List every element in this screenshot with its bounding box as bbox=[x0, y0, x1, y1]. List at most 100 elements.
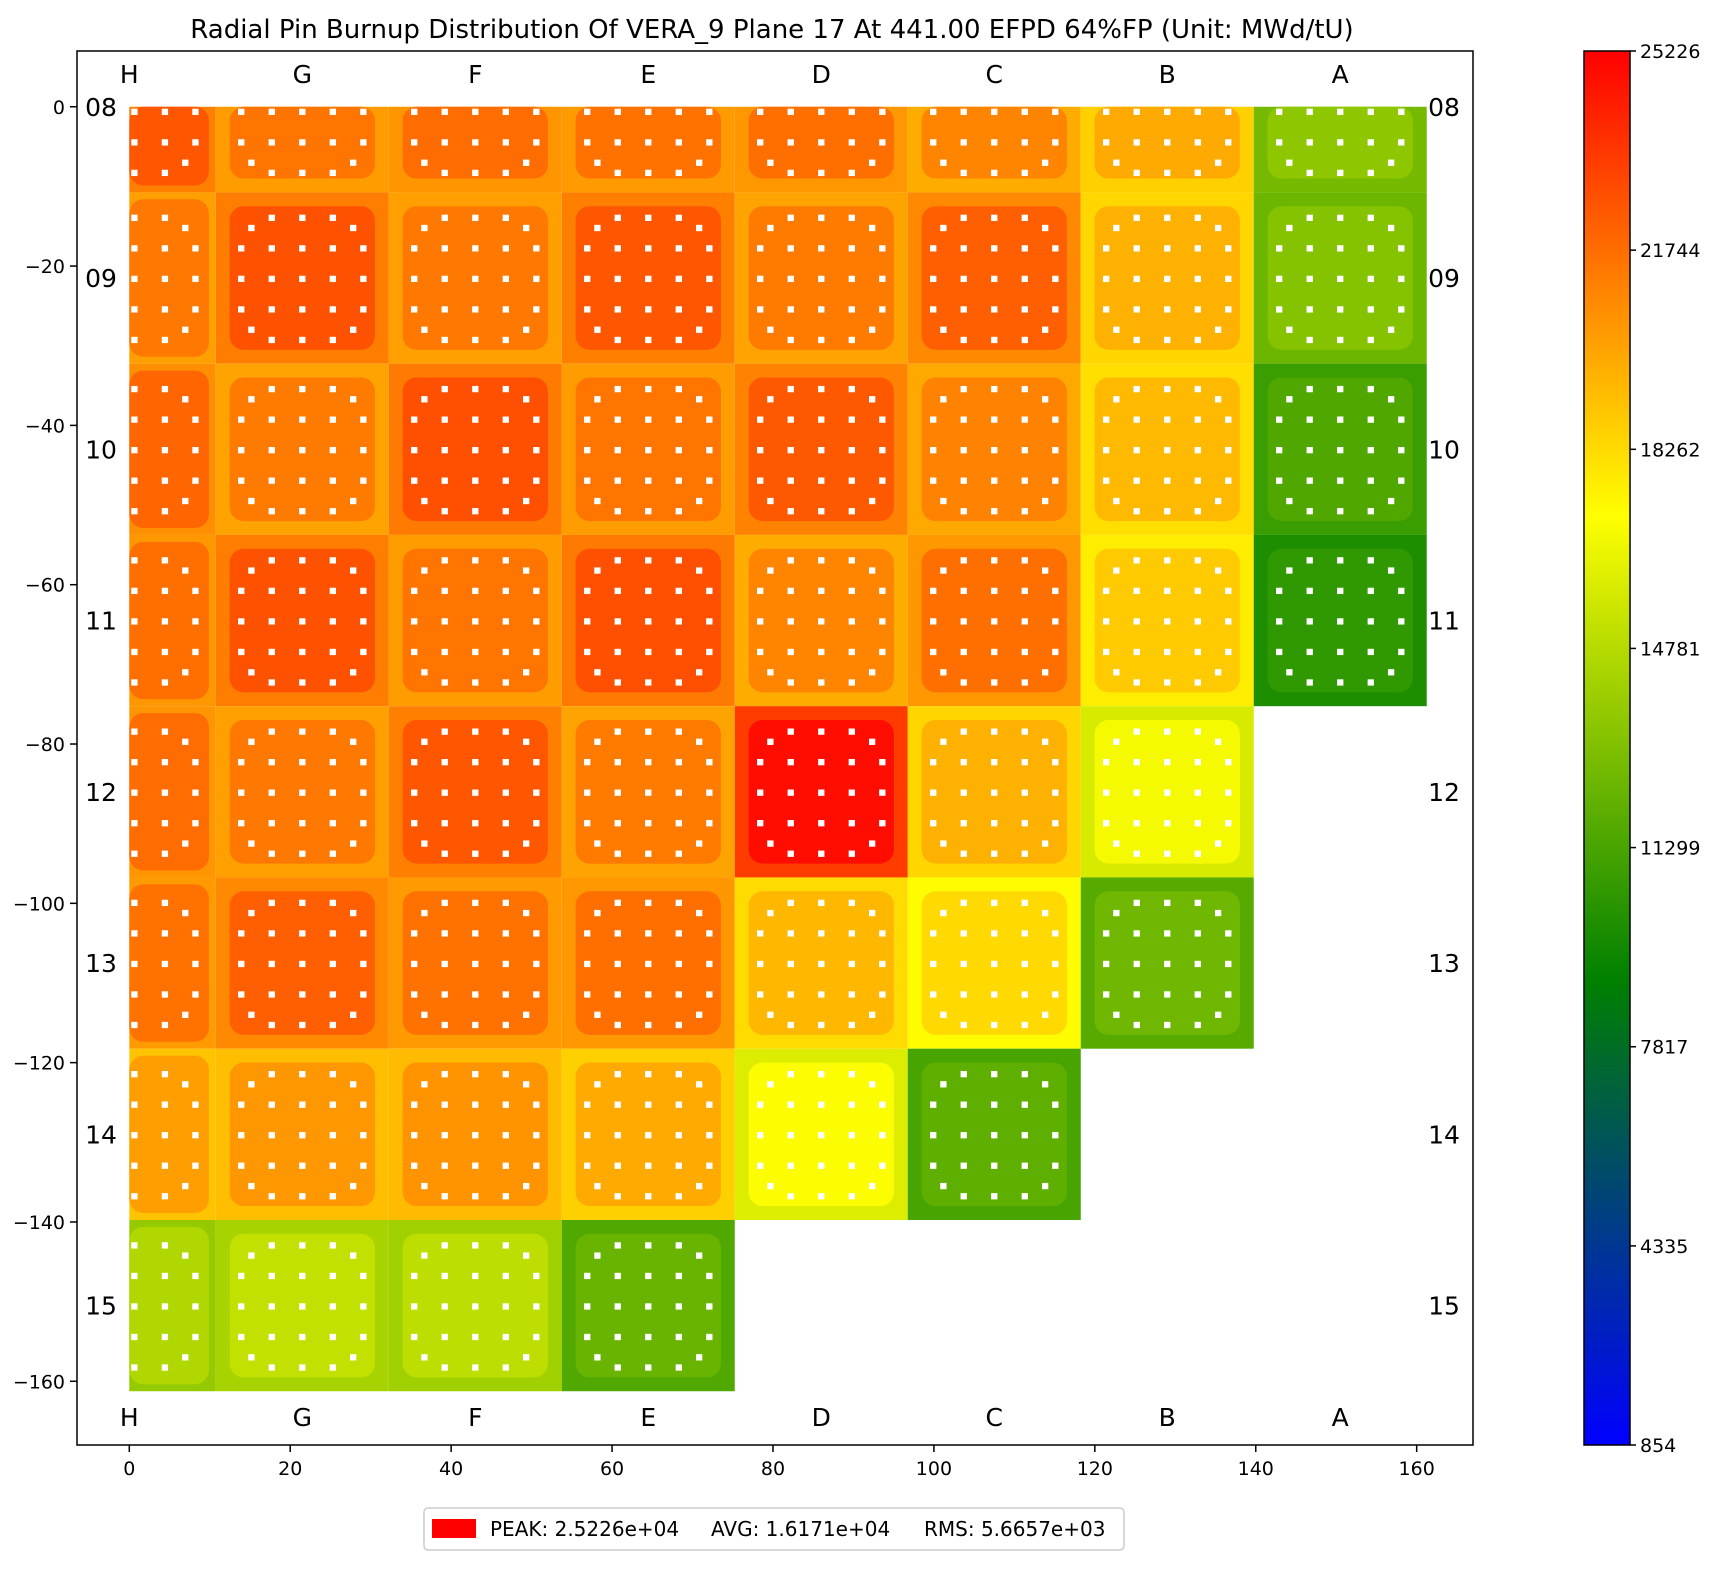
guide-tube bbox=[675, 508, 682, 515]
guide-tube bbox=[818, 477, 825, 484]
guide-tube bbox=[848, 587, 855, 595]
assembly-C10 bbox=[907, 363, 1081, 535]
guide-tube bbox=[360, 446, 367, 454]
guide-tube bbox=[1113, 738, 1120, 745]
guide-tube bbox=[695, 669, 703, 676]
guide-tube bbox=[1306, 169, 1313, 177]
guide-tube bbox=[1276, 648, 1283, 656]
guide-tube bbox=[848, 618, 855, 625]
guide-tube bbox=[695, 159, 703, 166]
guide-tube bbox=[614, 245, 621, 252]
guide-tube bbox=[818, 648, 825, 656]
guide-tube bbox=[706, 820, 713, 827]
guide-tube bbox=[1103, 930, 1110, 937]
guide-tube bbox=[868, 840, 876, 847]
guide-tube bbox=[472, 1272, 479, 1280]
guide-tube bbox=[594, 1354, 601, 1361]
assembly-D08 bbox=[734, 106, 908, 193]
guide-tube bbox=[614, 758, 621, 766]
guide-tube bbox=[767, 497, 774, 505]
guide-tube bbox=[523, 1252, 530, 1259]
guide-tube bbox=[502, 214, 509, 221]
guide-tube bbox=[960, 679, 967, 686]
guide-tube bbox=[675, 416, 682, 423]
guide-tube bbox=[299, 587, 306, 595]
guide-tube bbox=[441, 214, 448, 221]
guide-tube bbox=[1367, 214, 1374, 221]
guide-tube bbox=[614, 385, 621, 393]
guide-tube bbox=[182, 1252, 189, 1259]
guide-tube bbox=[1194, 477, 1201, 484]
guide-tube bbox=[675, 850, 682, 857]
guide-tube bbox=[299, 477, 306, 484]
guide-tube bbox=[268, 1101, 275, 1108]
guide-tube bbox=[818, 789, 825, 796]
guide-tube bbox=[350, 669, 357, 676]
guide-tube bbox=[1041, 159, 1049, 166]
guide-tube bbox=[1337, 245, 1344, 252]
guide-tube bbox=[848, 477, 855, 484]
guide-tube bbox=[757, 820, 764, 827]
guide-tube bbox=[268, 306, 275, 313]
guide-tube bbox=[268, 758, 275, 766]
guide-tube bbox=[502, 789, 509, 796]
guide-tube bbox=[818, 960, 825, 968]
guide-tube bbox=[960, 648, 967, 656]
guide-tube bbox=[1337, 618, 1344, 625]
guide-tube bbox=[192, 446, 199, 454]
guide-tube bbox=[675, 1101, 682, 1108]
assembly-C11 bbox=[907, 534, 1081, 707]
guide-tube bbox=[1194, 850, 1201, 857]
guide-tube bbox=[192, 991, 199, 998]
guide-tube bbox=[1214, 840, 1222, 847]
colorbar: 25226 21744 18262 14781 11299 7817 4335 854 bbox=[1583, 41, 1700, 1457]
guide-tube bbox=[329, 1333, 336, 1341]
guide-tube bbox=[360, 306, 367, 313]
y-tick-label: −140 bbox=[13, 1212, 65, 1234]
legend-peak: PEAK: 2.5226e+04 bbox=[490, 1517, 679, 1541]
guide-tube bbox=[960, 587, 967, 595]
guide-tube bbox=[1164, 557, 1171, 564]
guide-tube bbox=[1164, 214, 1171, 221]
guide-tube bbox=[1164, 336, 1171, 344]
assembly-core bbox=[129, 541, 209, 700]
guide-tube bbox=[350, 1011, 357, 1018]
guide-tube bbox=[472, 108, 479, 116]
guide-tube bbox=[1021, 648, 1028, 656]
guide-tube bbox=[350, 1081, 357, 1088]
guide-tube bbox=[329, 169, 336, 177]
guide-tube bbox=[1337, 557, 1344, 564]
guide-tube bbox=[161, 1242, 169, 1249]
guide-tube bbox=[299, 1193, 306, 1200]
guide-tube bbox=[879, 820, 886, 827]
guide-tube bbox=[1164, 245, 1171, 252]
guide-tube bbox=[329, 587, 336, 595]
guide-tube bbox=[848, 306, 855, 313]
guide-tube bbox=[645, 758, 652, 766]
guide-tube bbox=[299, 108, 306, 116]
guide-tube bbox=[960, 991, 967, 998]
row-label: 11 bbox=[1428, 607, 1460, 636]
guide-tube bbox=[675, 1333, 682, 1341]
column-label: B bbox=[1159, 60, 1176, 89]
guide-tube bbox=[1133, 850, 1140, 857]
guide-tube bbox=[848, 991, 855, 998]
guide-tube bbox=[1021, 728, 1028, 735]
guide-tube bbox=[645, 850, 652, 857]
guide-tube bbox=[594, 1252, 601, 1259]
guide-tube bbox=[645, 275, 652, 283]
guide-tube bbox=[787, 991, 794, 998]
guide-tube bbox=[848, 557, 855, 564]
guide-tube bbox=[818, 1070, 825, 1078]
guide-tube bbox=[268, 446, 275, 454]
guide-tube bbox=[1164, 385, 1171, 393]
guide-tube bbox=[1337, 108, 1344, 116]
guide-tube bbox=[131, 1193, 138, 1200]
guide-tube bbox=[706, 108, 713, 116]
guide-tube bbox=[818, 991, 825, 998]
guide-tube bbox=[818, 618, 825, 625]
guide-tube bbox=[930, 477, 937, 484]
guide-tube bbox=[706, 587, 713, 595]
guide-tube bbox=[1367, 385, 1374, 393]
guide-tube bbox=[131, 1272, 138, 1280]
